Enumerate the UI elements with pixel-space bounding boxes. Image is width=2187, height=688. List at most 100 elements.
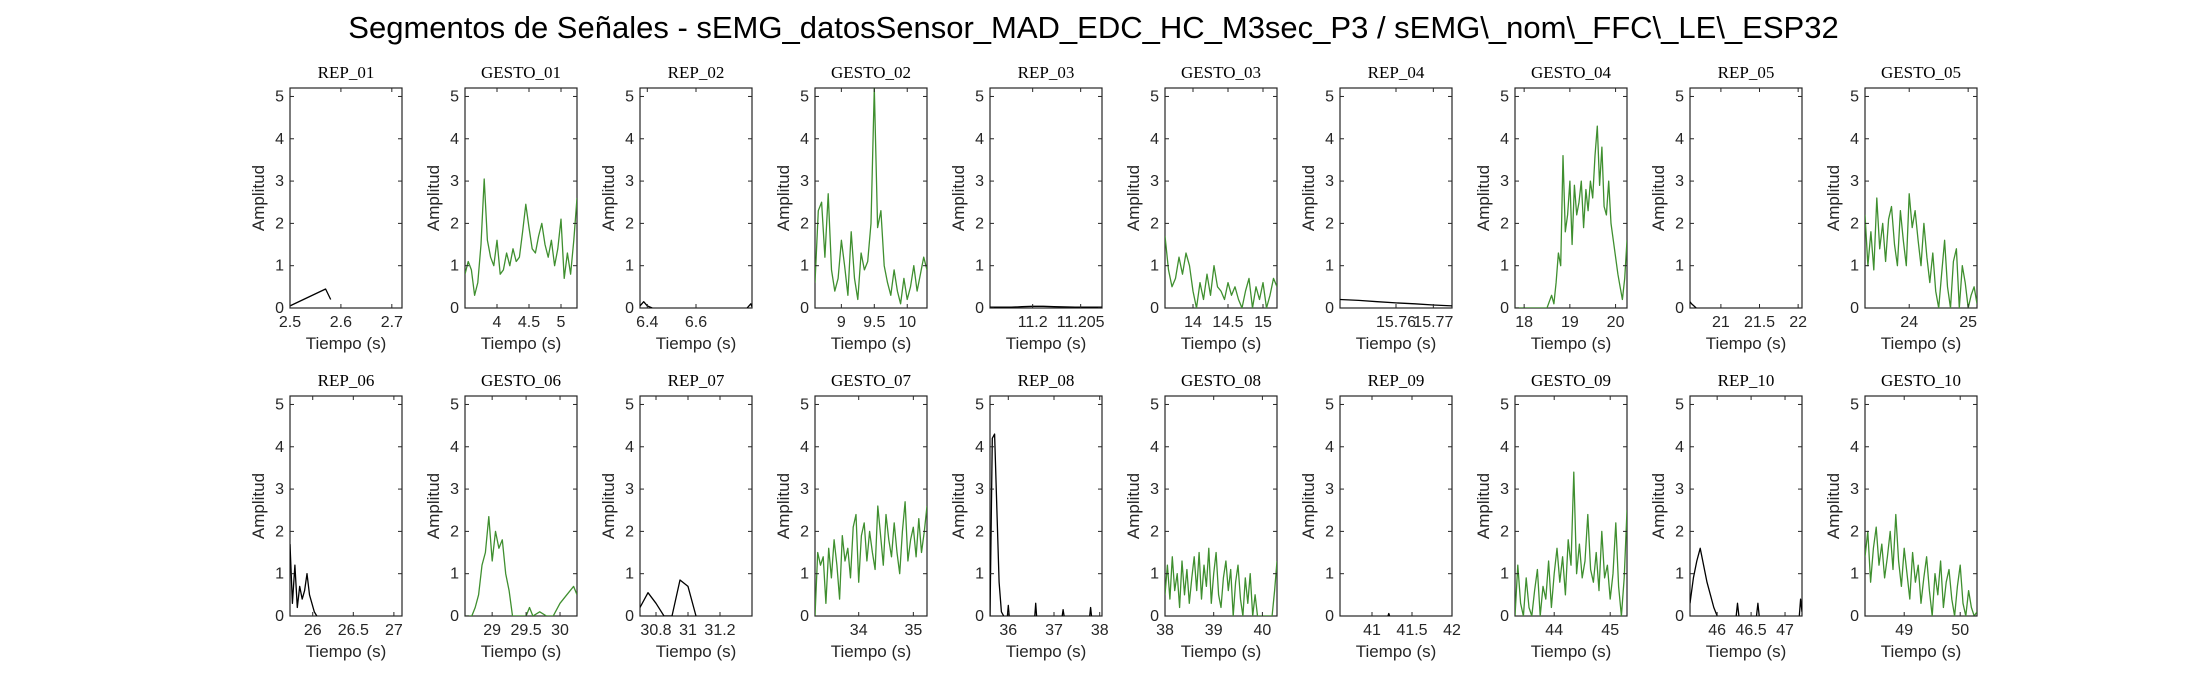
- xtick-label: 2.6: [330, 314, 352, 331]
- y-axis-label: Amplitud: [774, 473, 793, 539]
- ytick-label: 2: [1150, 523, 1159, 540]
- ytick-label: 3: [800, 481, 809, 498]
- ytick-label: 2: [625, 523, 634, 540]
- series-line-gesto-06-0: [465, 515, 577, 616]
- xtick-label: 27: [385, 622, 403, 639]
- ytick-label: 1: [275, 258, 284, 275]
- xtick-label: 38: [1091, 622, 1109, 639]
- y-axis-label: Amplitud: [249, 473, 268, 539]
- figure-title: Segmentos de Señales - sEMG_datosSensor_…: [348, 10, 1839, 45]
- series-line-rep-06-0: [290, 544, 318, 616]
- xtick-label: 39: [1205, 622, 1223, 639]
- ytick-label: 5: [800, 396, 809, 413]
- ytick-label: 4: [625, 439, 634, 456]
- y-axis-label: Amplitud: [249, 165, 268, 231]
- axes-frame-rep-06: [289, 395, 403, 617]
- ytick-label: 0: [275, 608, 284, 625]
- xtick-label: 30.8: [640, 622, 671, 639]
- xtick-label: 11.2: [1018, 314, 1048, 331]
- x-axis-label: Tiempo (s): [831, 334, 912, 353]
- ytick-label: 2: [275, 215, 284, 232]
- series-line-rep-05-0: [1690, 301, 1697, 308]
- ytick-label: 2: [1500, 523, 1509, 540]
- x-axis-label: Tiempo (s): [831, 642, 912, 661]
- ytick-label: 3: [975, 173, 984, 190]
- axes-title-rep-09: REP_09: [1368, 371, 1425, 390]
- xtick-label: 10: [898, 314, 916, 331]
- ytick-label: 1: [1675, 566, 1684, 583]
- ytick-label: 0: [625, 608, 634, 625]
- xtick-label: 22: [1789, 314, 1807, 331]
- ytick-label: 4: [1325, 439, 1334, 456]
- ytick-label: 1: [1675, 258, 1684, 275]
- ytick-label: 5: [1325, 396, 1334, 413]
- ytick-label: 2: [275, 523, 284, 540]
- ytick-label: 4: [450, 439, 459, 456]
- y-axis-label: Amplitud: [1474, 473, 1493, 539]
- ytick-label: 4: [1675, 131, 1684, 148]
- y-axis-label: Amplitud: [599, 165, 618, 231]
- x-axis-label: Tiempo (s): [656, 334, 737, 353]
- ytick-label: 0: [1500, 608, 1509, 625]
- xtick-label: 25: [1959, 314, 1977, 331]
- ytick-label: 4: [450, 131, 459, 148]
- axes-title-gesto-01: GESTO_01: [481, 63, 561, 82]
- ytick-label: 1: [1500, 566, 1509, 583]
- ytick-label: 0: [275, 300, 284, 317]
- ytick-label: 2: [975, 523, 984, 540]
- y-axis-label: Amplitud: [1299, 165, 1318, 231]
- ytick-label: 1: [1850, 566, 1859, 583]
- xtick-label: 5: [557, 314, 566, 331]
- axes-frame-gesto-05: [1864, 87, 1978, 309]
- xtick-label: 29.5: [511, 622, 542, 639]
- series-line-gesto-01-0: [465, 178, 577, 296]
- xtick-label: 35: [904, 622, 922, 639]
- x-axis-label: Tiempo (s): [481, 642, 562, 661]
- axes-title-gesto-06: GESTO_06: [481, 371, 561, 390]
- xtick-label: 15.76: [1376, 314, 1416, 331]
- x-axis-label: Tiempo (s): [1881, 642, 1962, 661]
- ytick-label: 0: [975, 608, 984, 625]
- series-line-rep-01-0: [290, 288, 332, 307]
- y-axis-label: Amplitud: [1824, 165, 1843, 231]
- axes-frame-rep-08: [989, 395, 1103, 617]
- ytick-label: 5: [975, 88, 984, 105]
- xtick-label: 14: [1184, 314, 1202, 331]
- ytick-label: 3: [1850, 481, 1859, 498]
- series-line-gesto-08-0: [1165, 547, 1277, 616]
- axes-title-gesto-05: GESTO_05: [1881, 63, 1961, 82]
- ytick-label: 3: [1675, 481, 1684, 498]
- xtick-label: 2.5: [279, 314, 301, 331]
- xtick-label: 11.205: [1057, 314, 1105, 331]
- ytick-label: 2: [1500, 215, 1509, 232]
- ytick-label: 1: [1150, 258, 1159, 275]
- ytick-label: 5: [1500, 88, 1509, 105]
- y-axis-label: Amplitud: [424, 165, 443, 231]
- ytick-label: 3: [625, 481, 634, 498]
- series-line-rep-08-2: [1034, 602, 1038, 616]
- ytick-label: 1: [625, 566, 634, 583]
- xtick-label: 40: [1253, 622, 1271, 639]
- x-axis-label: Tiempo (s): [1531, 334, 1612, 353]
- axes-frame-gesto-08: [1164, 395, 1278, 617]
- series-line-gesto-07-0: [815, 501, 927, 616]
- axes-title-rep-05: REP_05: [1718, 63, 1775, 82]
- series-line-rep-02-1: [746, 303, 752, 308]
- series-line-gesto-02-0: [815, 88, 927, 305]
- ytick-label: 3: [450, 481, 459, 498]
- axes-frame-rep-03: [989, 87, 1103, 309]
- axes-title-gesto-03: GESTO_03: [1181, 63, 1261, 82]
- ytick-label: 5: [800, 88, 809, 105]
- ytick-label: 0: [1500, 300, 1509, 317]
- ytick-label: 3: [1500, 481, 1509, 498]
- xtick-label: 50: [1951, 622, 1969, 639]
- ytick-label: 5: [1675, 88, 1684, 105]
- ytick-label: 1: [1150, 566, 1159, 583]
- ytick-label: 4: [1500, 131, 1509, 148]
- xtick-label: 26.5: [338, 622, 369, 639]
- axes-title-rep-03: REP_03: [1018, 63, 1075, 82]
- x-axis-label: Tiempo (s): [1181, 642, 1262, 661]
- x-axis-label: Tiempo (s): [1706, 642, 1787, 661]
- x-axis-label: Tiempo (s): [1356, 642, 1437, 661]
- series-line-rep-03-0: [990, 305, 1102, 308]
